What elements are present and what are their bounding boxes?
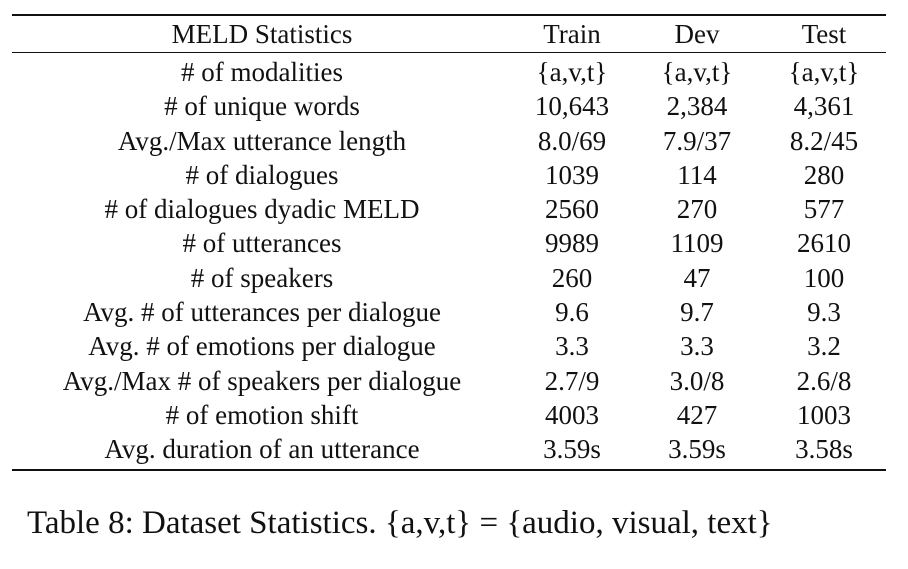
dev-value: {a,v,t} xyxy=(661,57,733,87)
table-row: Avg. duration of an utterance 3.59s 3.59s 3… xyxy=(12,432,886,469)
train-value: 3.3 xyxy=(555,331,589,362)
statistic-label: # of dialogues dyadic MELD xyxy=(104,194,420,225)
test-value: 280 xyxy=(803,159,845,190)
table-row: Avg. # of emotions per dialogue 3.3 3.3 3.2 xyxy=(12,329,886,363)
table-row: Avg./Max # of speakers per dialogue 2.7/9… xyxy=(12,364,886,398)
table-row: # of modalities {a,v,t} {a,v,t} {a,v,t} xyxy=(12,53,886,90)
dev-value: 47 xyxy=(683,262,711,293)
test-value: 4,361 xyxy=(793,91,855,122)
dev-value: 427 xyxy=(676,399,718,430)
test-value: 9.3 xyxy=(807,297,841,328)
test-value: 3.2 xyxy=(807,331,841,362)
dev-value: 3.3 xyxy=(680,331,714,362)
table-row: # of speakers 260 47 100 xyxy=(12,261,886,295)
statistic-label: Avg. duration of an utterance xyxy=(104,434,420,465)
train-value: 4003 xyxy=(545,399,599,430)
table-row: # of dialogues 1039 114 280 xyxy=(12,158,886,192)
test-value: 1003 xyxy=(797,399,851,430)
dev-value: 2,384 xyxy=(666,91,728,122)
header-meld-statistics: MELD Statistics xyxy=(12,15,512,53)
table-header-row: MELD Statistics Train Dev Test xyxy=(12,15,886,53)
statistic-label: # of modalities xyxy=(181,57,343,87)
statistic-label: # of utterances xyxy=(182,228,342,259)
test-value: 2610 xyxy=(797,228,851,259)
test-value: 100 xyxy=(803,262,845,293)
header-train: Train xyxy=(512,15,632,53)
statistic-label: Avg. # of emotions per dialogue xyxy=(88,331,436,362)
header-dev: Dev xyxy=(632,15,762,53)
table-caption: Table 8: Dataset Statistics. {a,v,t} = {… xyxy=(27,505,773,541)
statistic-label: Avg./Max utterance length xyxy=(117,125,407,156)
dev-value: 1109 xyxy=(670,228,724,259)
statistic-label: # of unique words xyxy=(164,91,360,122)
train-value: 3.59s xyxy=(543,434,601,465)
train-value: {a,v,t} xyxy=(536,57,608,87)
dev-value: 3.59s xyxy=(668,434,726,465)
test-value: 577 xyxy=(803,194,845,225)
dev-value: 114 xyxy=(677,159,717,190)
dev-value: 270 xyxy=(676,194,718,225)
statistic-label: # of dialogues xyxy=(185,159,339,190)
test-value: 2.6/8 xyxy=(796,365,852,396)
table-row: # of emotion shift 4003 427 1003 xyxy=(12,398,886,432)
table-row: # of dialogues dyadic MELD 2560 270 577 xyxy=(12,192,886,226)
dev-value: 3.0/8 xyxy=(669,365,725,396)
statistic-label: Avg. # of utterances per dialogue xyxy=(83,297,441,328)
train-value: 2.7/9 xyxy=(544,365,600,396)
train-value: 2560 xyxy=(545,194,599,225)
train-value: 260 xyxy=(551,262,593,293)
test-value: 3.58s xyxy=(795,434,853,465)
statistic-label: # of emotion shift xyxy=(165,399,359,430)
meld-statistics-table: MELD Statistics Train Dev Test # of moda… xyxy=(12,14,886,471)
train-value: 10,643 xyxy=(534,91,610,122)
train-value: 1039 xyxy=(545,159,599,190)
dev-value: 7.9/37 xyxy=(662,125,732,156)
table-row: # of unique words 10,643 2,384 4,361 xyxy=(12,89,886,123)
dev-value: 9.7 xyxy=(680,297,714,328)
table-row: Avg./Max utterance length 8.0/69 7.9/37 8.2… xyxy=(12,124,886,158)
train-value: 9989 xyxy=(545,228,599,259)
statistics-table-container: MELD Statistics Train Dev Test # of moda… xyxy=(12,14,886,471)
table-body: # of modalities {a,v,t} {a,v,t} {a,v,t} # of… xyxy=(12,53,886,470)
statistic-label: # of speakers xyxy=(190,262,334,293)
table-row: Avg. # of utterances per dialogue 9.6 9.7 9… xyxy=(12,295,886,329)
table-row: # of utterances 9989 1109 2610 xyxy=(12,226,886,260)
train-value: 8.0/69 xyxy=(537,125,607,156)
header-test: Test xyxy=(762,15,886,53)
train-value: 9.6 xyxy=(555,297,589,328)
test-value: 8.2/45 xyxy=(789,125,859,156)
test-value: {a,v,t} xyxy=(788,57,860,87)
statistic-label: Avg./Max # of speakers per dialogue xyxy=(62,365,462,396)
